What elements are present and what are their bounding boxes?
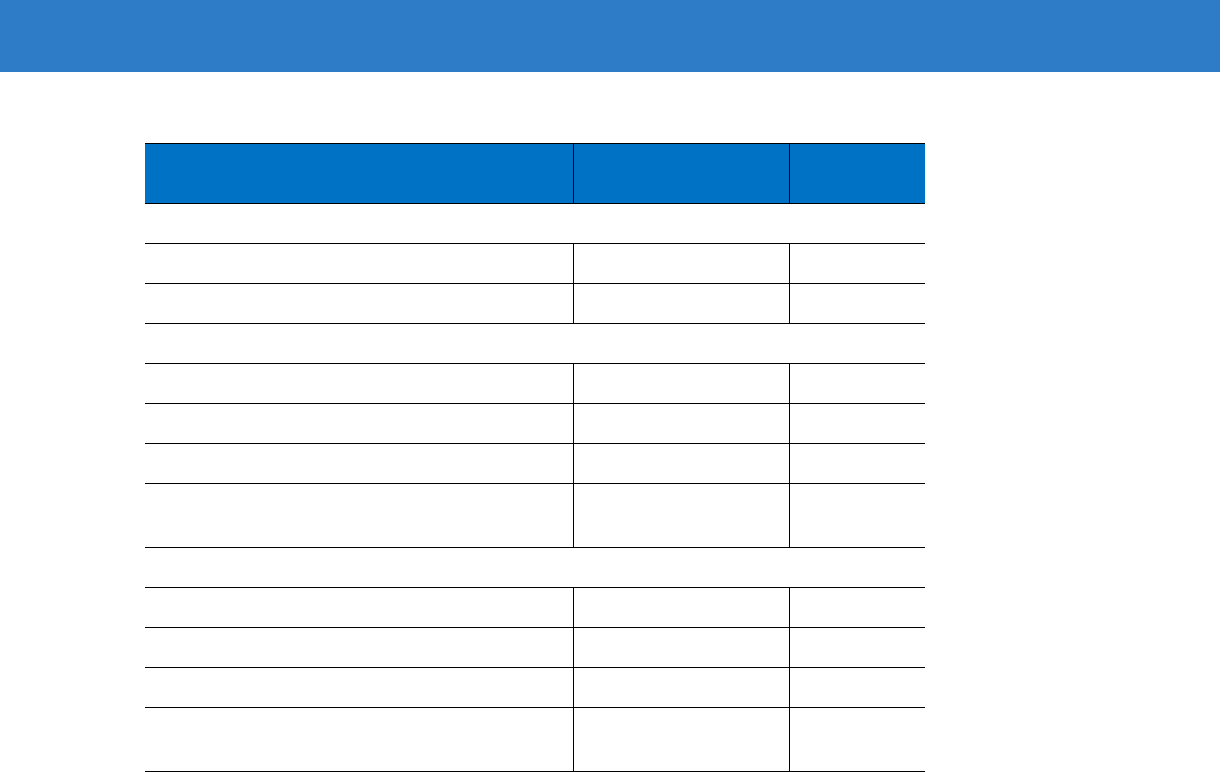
table-cell	[572, 363, 789, 404]
section-row	[145, 547, 925, 588]
table-cell	[145, 363, 573, 404]
table-cell	[572, 587, 789, 628]
table-cell	[572, 667, 789, 708]
table-cell	[145, 667, 573, 708]
table-cell	[572, 627, 789, 668]
data-table	[145, 143, 925, 772]
column-header	[788, 143, 925, 204]
table-cell	[145, 483, 573, 548]
table-cell	[572, 283, 789, 324]
table-cell	[145, 443, 573, 484]
table-row	[145, 403, 925, 444]
table-cell	[572, 403, 789, 444]
section-row	[145, 323, 925, 364]
table-cell	[788, 707, 925, 772]
column-header	[145, 143, 573, 204]
table-cell	[788, 363, 925, 404]
table-row	[145, 363, 925, 404]
table-row	[145, 283, 925, 324]
table-cell	[145, 283, 573, 324]
table-cell	[572, 443, 789, 484]
table-row	[145, 443, 925, 484]
table-row	[145, 627, 925, 668]
table-cell	[145, 707, 573, 772]
section-row	[145, 203, 925, 244]
table-cell	[145, 587, 573, 628]
table-cell	[145, 627, 573, 668]
table-row	[145, 707, 925, 772]
table-cell	[788, 667, 925, 708]
header-banner	[0, 0, 1220, 72]
table-cell	[788, 627, 925, 668]
table-row	[145, 243, 925, 284]
table-cell	[572, 483, 789, 548]
table-header-row	[145, 143, 925, 204]
table-row	[145, 587, 925, 628]
table-cell	[145, 403, 573, 444]
table-cell	[145, 243, 573, 284]
table-cell	[145, 323, 925, 364]
table-cell	[572, 707, 789, 772]
table-cell	[788, 443, 925, 484]
table-cell	[145, 547, 925, 588]
table-cell	[788, 243, 925, 284]
table-cell	[572, 243, 789, 284]
table-row	[145, 667, 925, 708]
column-header	[572, 143, 789, 204]
table-cell	[788, 283, 925, 324]
table-cell	[788, 403, 925, 444]
table-cell	[788, 587, 925, 628]
table-cell	[788, 483, 925, 548]
table-row	[145, 483, 925, 548]
table-cell	[145, 203, 925, 244]
